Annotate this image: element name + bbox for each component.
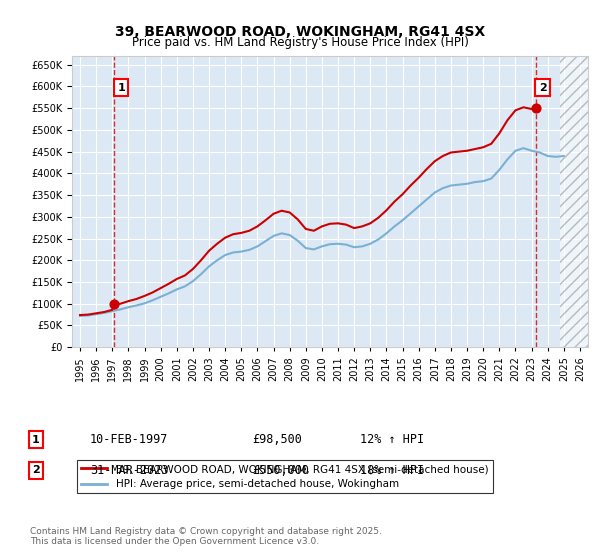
Legend: 39, BEARWOOD ROAD, WOKINGHAM, RG41 4SX (semi-detached house), HPI: Average price: 39, BEARWOOD ROAD, WOKINGHAM, RG41 4SX (… [77, 460, 493, 493]
Point [531, 104, 541, 113]
Text: Price paid vs. HM Land Registry's House Price Index (HPI): Price paid vs. HM Land Registry's House … [131, 36, 469, 49]
Text: 12% ↑ HPI: 12% ↑ HPI [360, 433, 424, 446]
Text: 31-MAR-2023: 31-MAR-2023 [90, 464, 169, 477]
Text: £550,000: £550,000 [252, 464, 309, 477]
Bar [560, 56, 588, 347]
Text: 18% ↑ HPI: 18% ↑ HPI [360, 464, 424, 477]
Text: 1: 1 [32, 435, 40, 445]
Text: 2: 2 [539, 83, 547, 93]
Text: 39, BEARWOOD ROAD, WOKINGHAM, RG41 4SX: 39, BEARWOOD ROAD, WOKINGHAM, RG41 4SX [115, 25, 485, 39]
Text: 2: 2 [32, 465, 40, 475]
Text: Contains HM Land Registry data © Crown copyright and database right 2025.
This d: Contains HM Land Registry data © Crown c… [30, 526, 382, 546]
Text: 10-FEB-1997: 10-FEB-1997 [90, 433, 169, 446]
Text: £98,500: £98,500 [252, 433, 302, 446]
Point [109, 300, 119, 309]
Text: 1: 1 [118, 83, 125, 93]
